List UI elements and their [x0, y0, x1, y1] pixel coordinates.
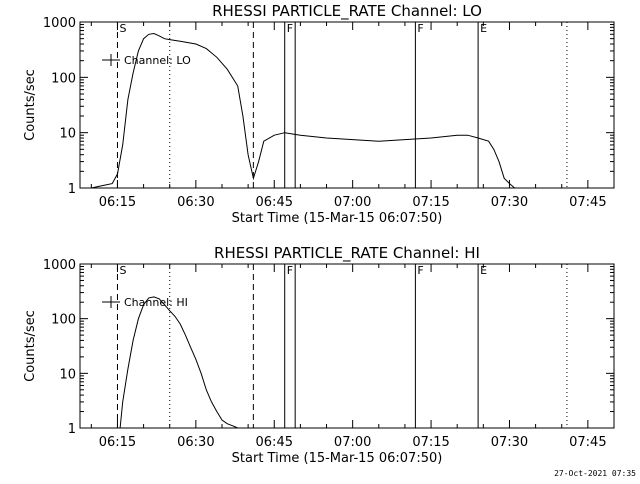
y-axis-label: Counts/sec [23, 310, 38, 382]
chart-panel-0: RHESSI PARTICLE_RATE Channel: LO 1 10 100 10… [23, 2, 614, 226]
event-marker-label: F [287, 22, 293, 35]
x-tick-label: 06:15 [99, 195, 136, 210]
x-tick-label: 06:30 [177, 195, 214, 210]
y-tick-label: 1000 [43, 258, 76, 273]
y-tick-label: 10 [59, 367, 76, 382]
x-tick-label: 06:45 [256, 195, 293, 210]
y-tick-label: 10 [59, 127, 76, 142]
timestamp: 27-Oct-2021 07:35 [554, 469, 636, 478]
x-tick-label: 06:30 [177, 435, 214, 450]
x-axis-label: Start Time (15-Mar-15 06:07:50) [232, 211, 443, 226]
y-tick-label: 100 [51, 71, 76, 86]
event-marker-label: F [287, 264, 293, 277]
x-tick-label: 07:15 [412, 435, 449, 450]
y-tick-label: 100 [51, 313, 76, 328]
x-tick-label: 07:30 [491, 435, 528, 450]
chart-title: RHESSI PARTICLE_RATE Channel: LO [212, 2, 482, 21]
x-tick-label: 07:15 [412, 195, 449, 210]
plot-frame [80, 22, 614, 188]
y-axis-label: Counts/sec [23, 69, 38, 141]
x-tick-label: 06:45 [256, 435, 293, 450]
chart-panel-1: RHESSI PARTICLE_RATE Channel: HI 1 10 100 10… [23, 244, 614, 466]
event-marker-label: F [417, 22, 423, 35]
x-tick-label: 07:00 [334, 195, 371, 210]
x-tick-label: 07:45 [569, 435, 606, 450]
y-tick-label: 1 [68, 422, 76, 437]
x-tick-label: 07:45 [569, 195, 606, 210]
y-tick-label: 1000 [43, 16, 76, 31]
plot-frame [80, 264, 614, 428]
event-marker-label: F [417, 264, 423, 277]
event-marker-label: E [480, 264, 487, 277]
event-marker-label: S [119, 22, 126, 35]
x-tick-label: 07:30 [491, 195, 528, 210]
legend-label: Channel: LO [124, 54, 191, 67]
event-marker-label: E [480, 22, 487, 35]
event-marker-label: S [119, 264, 126, 277]
chart-title: RHESSI PARTICLE_RATE Channel: HI [214, 244, 480, 263]
x-tick-label: 07:00 [334, 435, 371, 450]
x-tick-label: 06:15 [99, 435, 136, 450]
y-tick-label: 1 [68, 182, 76, 197]
x-axis-label: Start Time (15-Mar-15 06:07:50) [232, 451, 443, 466]
series-line-0 [120, 297, 238, 428]
